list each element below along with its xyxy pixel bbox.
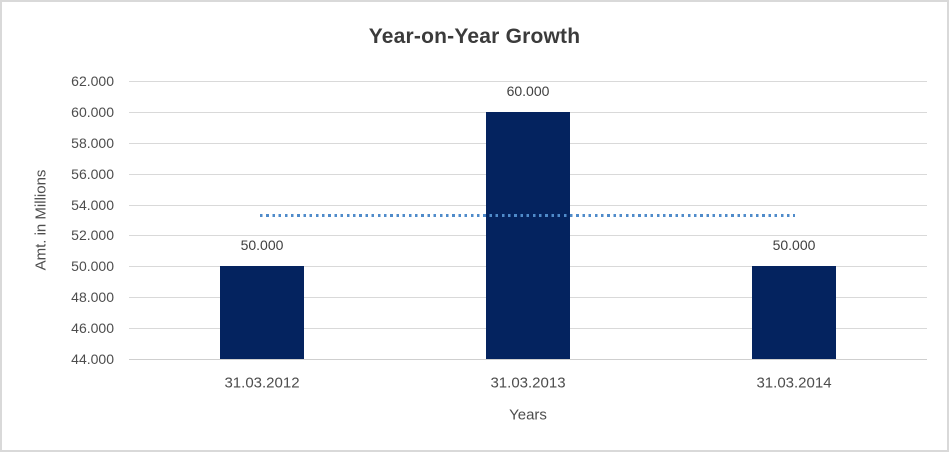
y-tick-label: 46.000 xyxy=(71,320,114,336)
x-tick-label: 31.03.2012 xyxy=(224,374,300,392)
y-axis-title: Amt. in Millions xyxy=(32,169,50,271)
chart-title: Year-on-Year Growth xyxy=(368,25,581,48)
average-trendline xyxy=(260,214,795,217)
x-axis-title: Years xyxy=(509,406,547,424)
bar-value-label: 60.000 xyxy=(506,83,550,99)
gridline xyxy=(129,81,927,82)
bar-31.03.2014 xyxy=(752,266,836,359)
bar-31.03.2012 xyxy=(220,266,304,359)
x-tick-label: 31.03.2014 xyxy=(756,374,832,392)
bar-value-label: 50.000 xyxy=(240,237,284,253)
y-tick-label: 48.000 xyxy=(71,289,114,305)
y-tick-label: 62.000 xyxy=(71,73,114,89)
y-tick-label: 54.000 xyxy=(71,197,114,213)
bar-value-label: 50.000 xyxy=(772,237,816,253)
y-tick-label: 52.000 xyxy=(71,227,114,243)
y-tick-label: 60.000 xyxy=(71,104,114,120)
y-tick-label: 58.000 xyxy=(71,135,114,151)
bar-31.03.2013 xyxy=(486,112,570,359)
x-tick-label: 31.03.2013 xyxy=(490,374,566,392)
y-tick-label: 44.000 xyxy=(71,351,114,367)
y-tick-label: 50.000 xyxy=(71,258,114,274)
y-tick-label: 56.000 xyxy=(71,166,114,182)
x-axis-line xyxy=(129,359,927,360)
